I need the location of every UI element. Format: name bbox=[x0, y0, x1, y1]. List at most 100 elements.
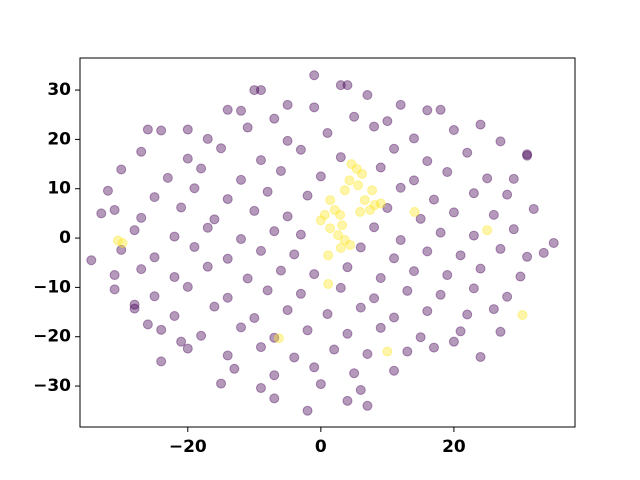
scatter-point bbox=[209, 214, 220, 225]
scatter-point bbox=[295, 288, 306, 299]
scatter-point bbox=[282, 99, 293, 110]
scatter-point bbox=[502, 291, 513, 302]
scatter-point bbox=[448, 207, 459, 218]
x-tick-label: 20 bbox=[442, 437, 466, 457]
scatter-point bbox=[428, 342, 439, 353]
scatter-point bbox=[355, 302, 366, 313]
scatter-point bbox=[422, 156, 433, 167]
scatter-point bbox=[402, 285, 413, 296]
scatter-point bbox=[435, 289, 446, 300]
scatter-point bbox=[149, 291, 160, 302]
scatter-point bbox=[109, 284, 120, 295]
scatter-point bbox=[517, 310, 528, 321]
scatter-point bbox=[408, 175, 419, 186]
scatter-point bbox=[319, 209, 330, 220]
scatter-point bbox=[462, 147, 473, 158]
scatter-point bbox=[96, 208, 107, 219]
scatter-point bbox=[216, 143, 227, 154]
scatter-point bbox=[488, 209, 499, 220]
scatter-point bbox=[222, 104, 233, 115]
scatter-point bbox=[548, 237, 559, 248]
scatter-point bbox=[351, 163, 362, 174]
scatter-point bbox=[395, 99, 406, 110]
scatter-point bbox=[362, 89, 373, 100]
scatter-point bbox=[269, 370, 280, 381]
scatter-point bbox=[162, 172, 173, 183]
scatter-point bbox=[329, 344, 340, 355]
y-tick-label: 20 bbox=[47, 129, 71, 149]
scatter-point bbox=[282, 211, 293, 222]
scatter-point bbox=[323, 250, 334, 261]
scatter-point bbox=[353, 180, 364, 191]
scatter-point bbox=[339, 235, 350, 246]
scatter-point bbox=[475, 119, 486, 130]
scatter-point bbox=[249, 312, 260, 323]
scatter-point bbox=[222, 350, 233, 361]
scatter-point bbox=[342, 262, 353, 273]
scatter-point bbox=[395, 182, 406, 193]
scatter-point bbox=[322, 127, 333, 138]
scatter-point bbox=[302, 190, 313, 201]
axes-frame bbox=[79, 57, 576, 428]
scatter-point bbox=[315, 171, 326, 182]
scatter-point bbox=[349, 368, 360, 379]
scatter-point bbox=[415, 332, 426, 343]
scatter-point bbox=[362, 348, 373, 359]
scatter-point bbox=[502, 189, 513, 200]
scatter-point bbox=[202, 133, 213, 144]
plot-area bbox=[86, 70, 559, 416]
scatter-point bbox=[325, 223, 336, 234]
scatter-point bbox=[182, 281, 193, 292]
scatter-point bbox=[522, 149, 533, 160]
scatter-point bbox=[315, 215, 326, 226]
scatter-point bbox=[522, 251, 533, 262]
scatter-point bbox=[182, 153, 193, 164]
scatter-point bbox=[335, 80, 346, 91]
scatter-point bbox=[269, 113, 280, 124]
y-tick-label: −20 bbox=[33, 327, 71, 347]
scatter-point bbox=[362, 400, 373, 411]
scatter-point bbox=[402, 346, 413, 357]
scatter-point bbox=[169, 231, 180, 242]
scatter-point bbox=[415, 213, 426, 224]
scatter-point bbox=[209, 301, 220, 312]
scatter-point bbox=[236, 174, 247, 185]
scatter-point bbox=[176, 202, 187, 213]
scatter-point bbox=[495, 136, 506, 147]
scatter-point bbox=[369, 293, 380, 304]
scatter-point bbox=[365, 204, 376, 215]
scatter-point bbox=[408, 133, 419, 144]
x-tick-label: −20 bbox=[169, 437, 207, 457]
scatter-point bbox=[309, 362, 320, 373]
y-tick-label: 30 bbox=[47, 80, 71, 100]
scatter-point bbox=[117, 237, 128, 248]
scatter-point bbox=[302, 405, 313, 416]
scatter-point bbox=[448, 125, 459, 136]
scatter-point bbox=[142, 124, 153, 135]
scatter-point bbox=[302, 325, 313, 336]
y-tick-label: −10 bbox=[33, 277, 71, 297]
scatter-point bbox=[309, 70, 320, 81]
scatter-point bbox=[222, 253, 233, 264]
scatter-point bbox=[169, 272, 180, 283]
scatter-point bbox=[112, 235, 123, 246]
scatter-point bbox=[149, 252, 160, 263]
scatter-point bbox=[202, 222, 213, 233]
scatter-point bbox=[129, 225, 140, 236]
scatter-point bbox=[375, 162, 386, 173]
scatter-point bbox=[488, 304, 499, 315]
scatter-point bbox=[322, 309, 333, 320]
y-tick-label: −30 bbox=[33, 376, 71, 396]
scatter-point bbox=[242, 273, 253, 284]
scatter-point bbox=[262, 285, 273, 296]
scatter-point bbox=[249, 205, 260, 216]
scatter-point bbox=[528, 203, 539, 214]
scatter-point bbox=[508, 224, 519, 235]
scatter-point bbox=[337, 220, 348, 231]
scatter-point bbox=[468, 188, 479, 199]
scatter-point bbox=[295, 144, 306, 155]
scatter-point bbox=[109, 204, 120, 215]
scatter-point bbox=[389, 365, 400, 376]
scatter-point bbox=[428, 194, 439, 205]
scatter-point bbox=[522, 150, 533, 161]
